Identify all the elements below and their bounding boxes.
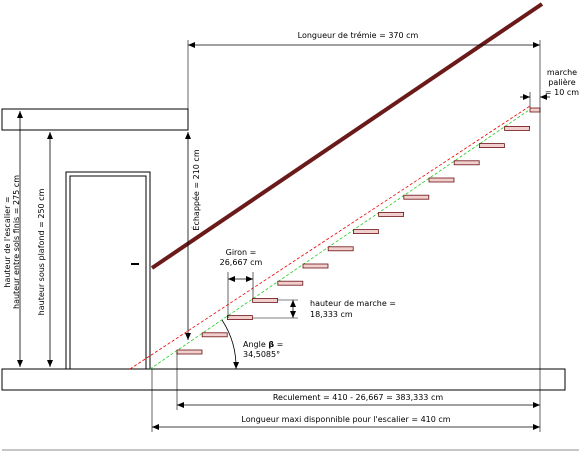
tread xyxy=(176,349,203,355)
tread xyxy=(277,280,304,286)
tread xyxy=(504,126,531,131)
tread xyxy=(327,246,354,252)
treads xyxy=(176,126,531,355)
echappee-label: Échappée = 210 cm xyxy=(190,149,201,230)
tread xyxy=(352,229,379,235)
angle-prefix: Angle xyxy=(243,340,268,349)
palier-label: marche xyxy=(547,68,577,77)
tread xyxy=(252,297,279,303)
upper-slab xyxy=(1,108,189,131)
angle-suffix: = xyxy=(274,340,283,349)
palier-label: = 10 cm xyxy=(545,88,579,97)
green-guide xyxy=(149,107,533,370)
door-inner xyxy=(69,175,147,370)
ceiling-slope xyxy=(150,2,544,270)
angle-value: 34,5085° xyxy=(243,350,280,359)
tread xyxy=(453,160,480,166)
step-height-label: 18,333 cm xyxy=(310,310,353,319)
giron-label: 26,667 cm xyxy=(220,258,263,267)
extension-lines xyxy=(151,40,541,432)
ceiling-height-label: hauteur sous plafond = 250 cm xyxy=(37,188,46,315)
tread xyxy=(226,315,253,321)
tread xyxy=(428,177,455,183)
door xyxy=(65,171,151,370)
angle-symbol: β xyxy=(268,340,274,349)
floor-slab xyxy=(1,368,566,391)
stair-height-label: hauteur de l'escalier = xyxy=(3,196,12,287)
landing-tread xyxy=(529,107,541,113)
stair-height-label: hauteur entre sols finis = 275 cm xyxy=(12,175,21,309)
palier-label: palière xyxy=(548,77,575,87)
tread xyxy=(302,263,329,269)
tread xyxy=(378,211,405,217)
tread xyxy=(403,194,430,200)
reculement-label: Reculement = 410 - 26,667 = 383,333 cm xyxy=(273,393,443,402)
angle-arc xyxy=(221,319,240,370)
tread xyxy=(478,143,505,149)
max-length-label: Longueur maxi disponnible pour l'escalie… xyxy=(241,415,450,424)
giron-label: Giron = xyxy=(226,248,257,257)
tremie-label: Longueur de trémie = 370 cm xyxy=(298,30,419,40)
angle-label: Angle β = xyxy=(243,340,283,349)
tread xyxy=(201,332,228,338)
step-height-label: hauteur de marche = xyxy=(310,299,396,308)
